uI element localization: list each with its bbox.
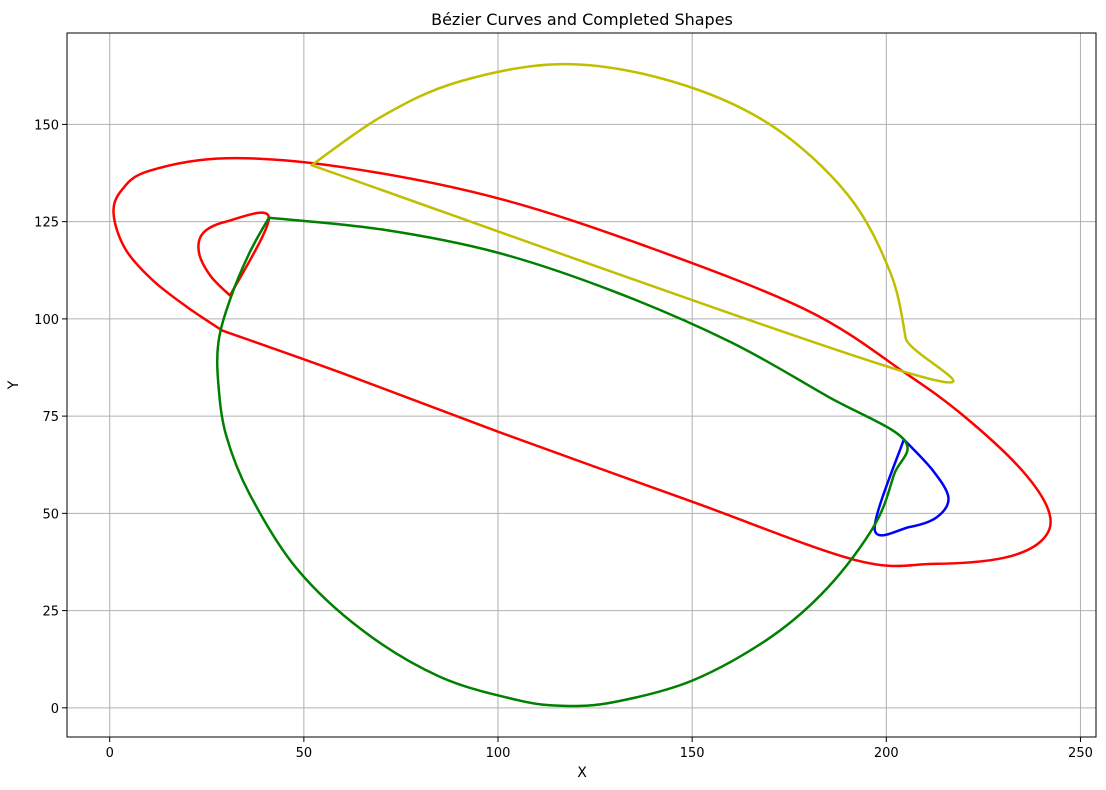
- y-tick-label: 0: [51, 702, 59, 717]
- grid: [67, 33, 1096, 737]
- y-tick-label: 125: [34, 216, 59, 231]
- x-tick-label: 50: [296, 746, 313, 761]
- series-line-4: [215, 216, 909, 708]
- y-tick-label: 100: [34, 313, 59, 328]
- series-line-3: [873, 438, 950, 537]
- y-tick-label: 75: [42, 410, 59, 425]
- series-line-0: [112, 156, 1052, 568]
- axis-ticks: 0 50 100 150 200 250 0 25 50 75 100 125 150: [34, 118, 1093, 761]
- y-tick-label: 50: [42, 507, 59, 522]
- series-line-1: [197, 211, 271, 297]
- y-tick-label: 25: [42, 605, 59, 620]
- plot-frame: [66, 32, 1097, 738]
- y-axis-label: Y: [6, 380, 22, 390]
- plot-area: [112, 62, 1052, 708]
- x-tick-label: 200: [874, 746, 899, 761]
- x-tick-label: 250: [1068, 746, 1093, 761]
- x-axis-label: X: [577, 765, 587, 781]
- chart-title: Bézier Curves and Completed Shapes: [431, 10, 733, 29]
- x-tick-label: 150: [680, 746, 705, 761]
- series-line-2: [310, 62, 955, 384]
- y-tick-label: 150: [34, 118, 59, 133]
- x-tick-label: 0: [106, 746, 114, 761]
- x-tick-label: 100: [486, 746, 511, 761]
